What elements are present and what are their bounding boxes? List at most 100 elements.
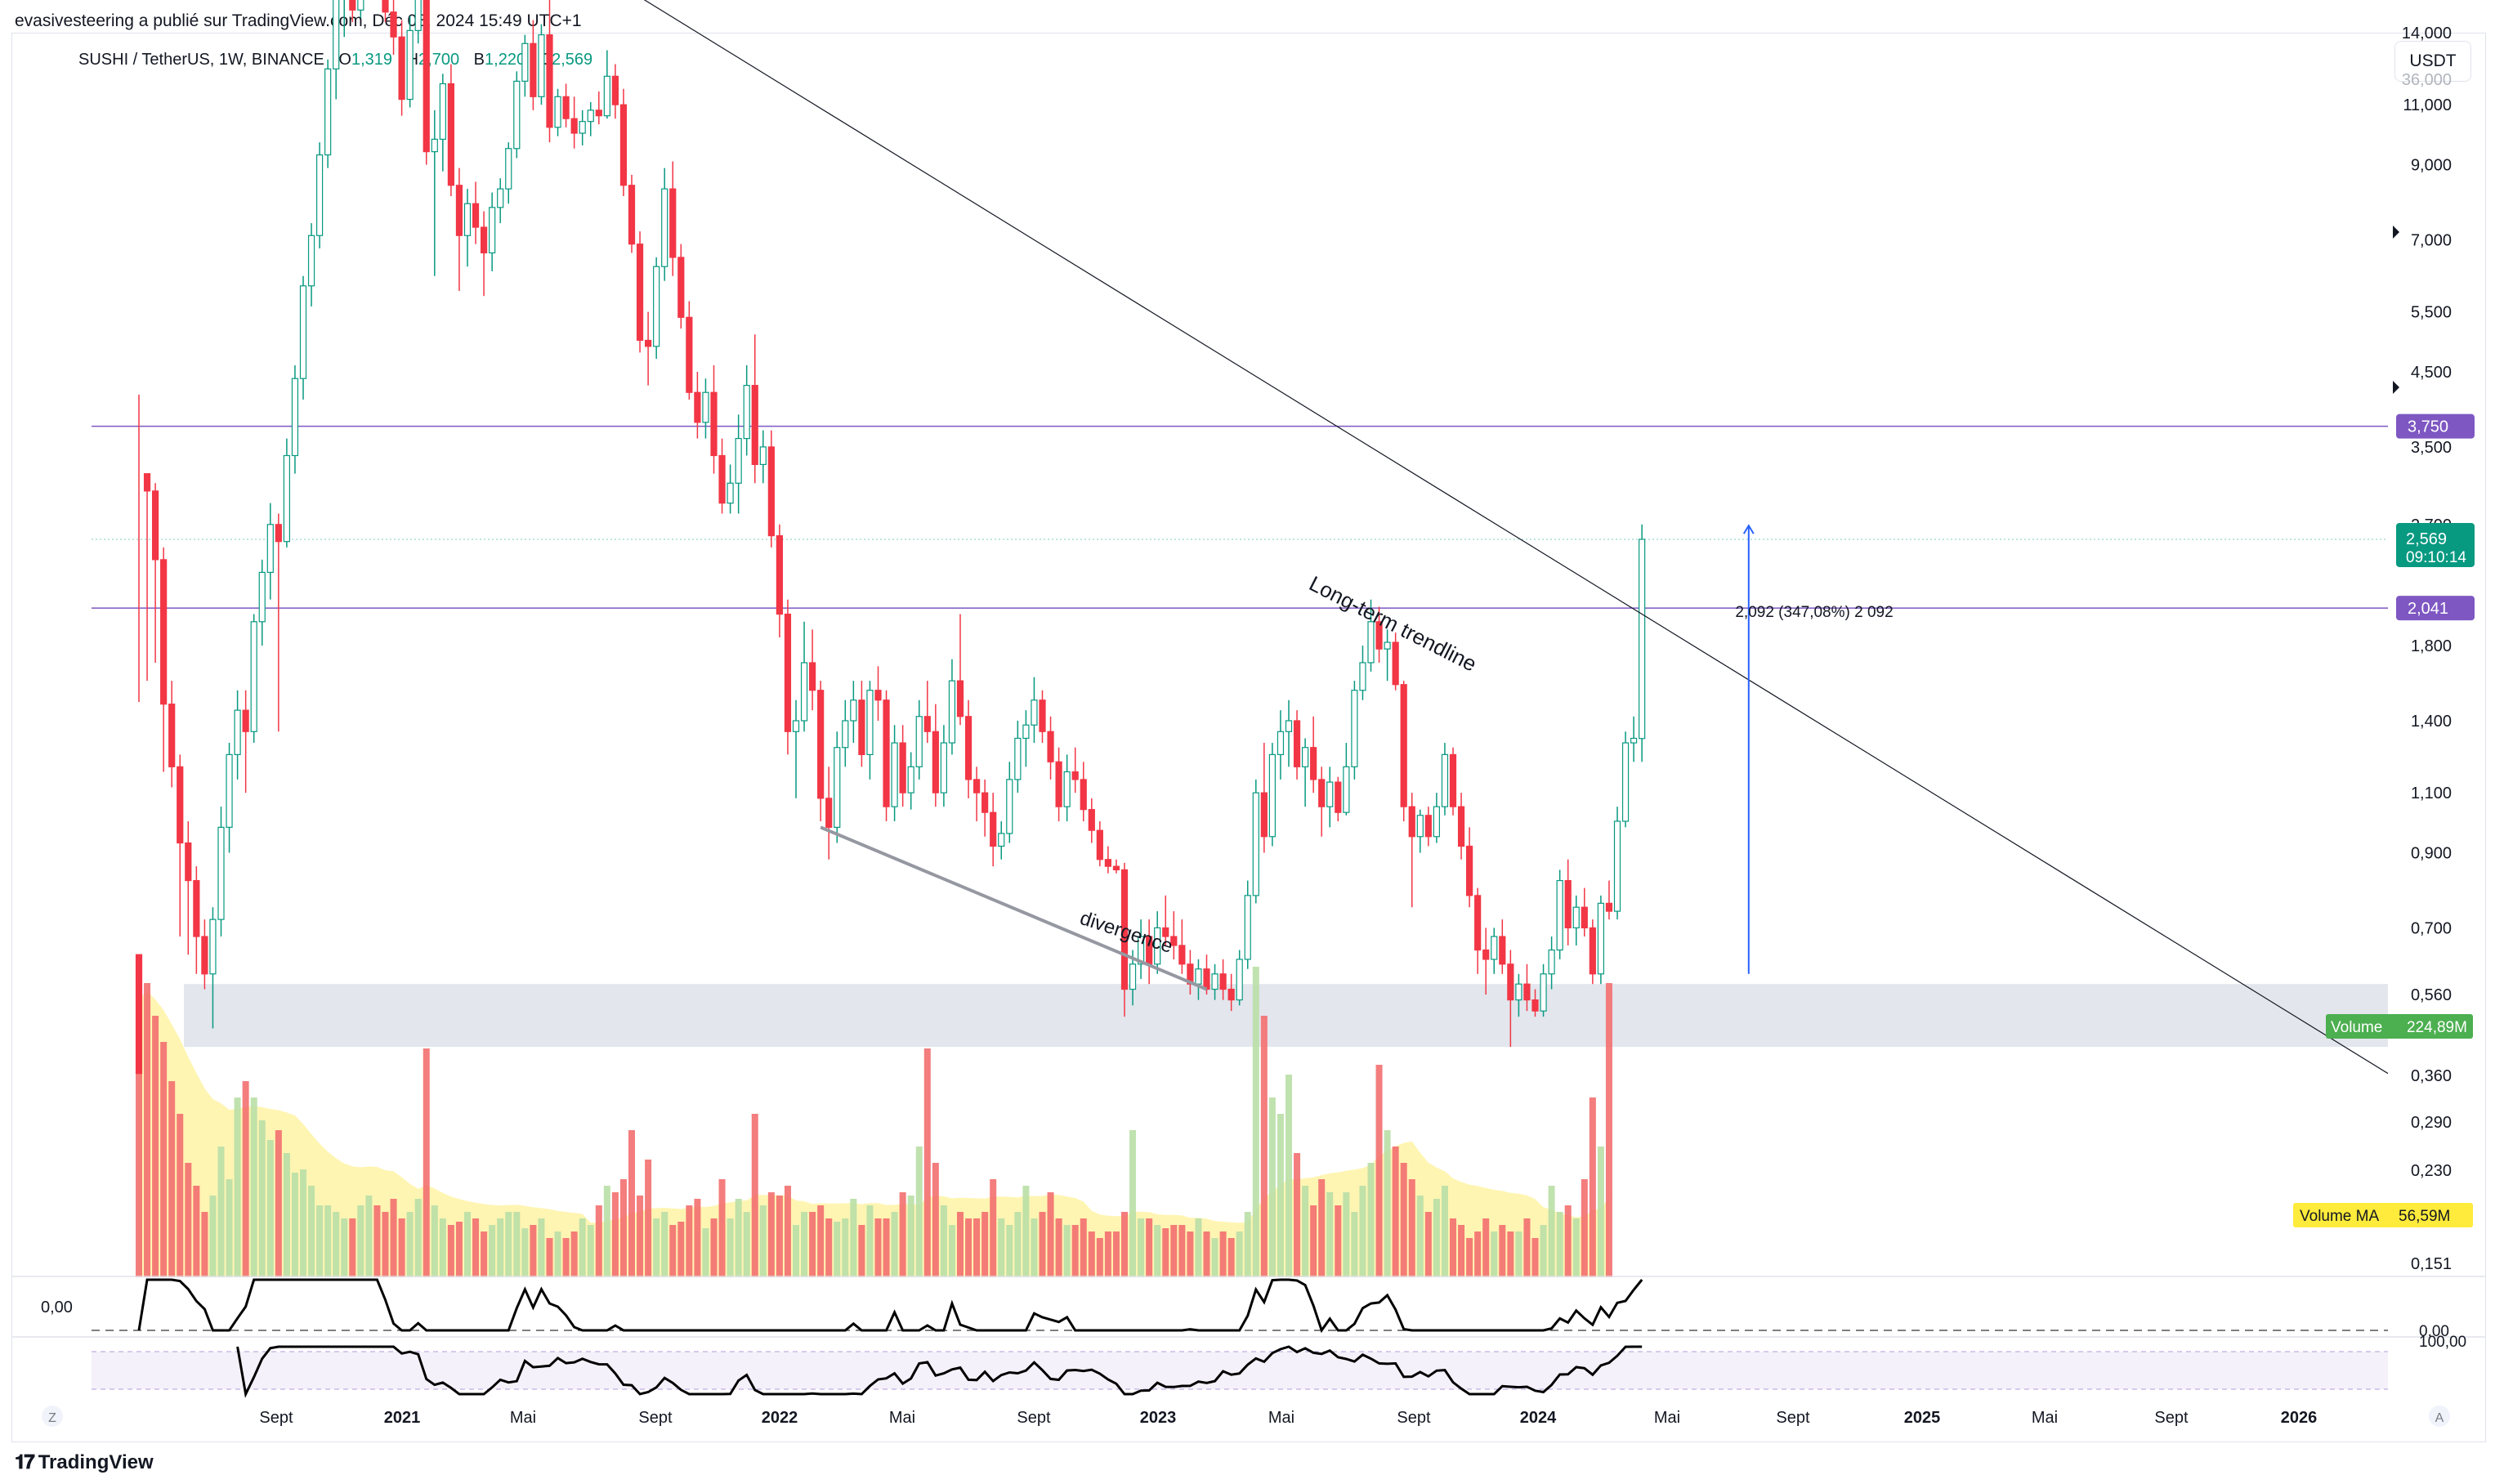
candle: [1170, 911, 1178, 959]
candle-body: [579, 121, 586, 134]
candle-body: [587, 110, 594, 123]
volume-bar: [481, 1231, 488, 1277]
candle: [1392, 632, 1399, 691]
volume-bar: [373, 1205, 381, 1277]
candle-body: [595, 110, 602, 117]
candle-body: [1384, 641, 1391, 650]
candle-body: [611, 75, 619, 105]
candle-body: [406, 29, 414, 101]
volume-bar: [414, 1199, 422, 1277]
candle: [1162, 895, 1169, 945]
candle: [727, 464, 734, 514]
candle: [710, 364, 718, 474]
candle: [702, 378, 709, 439]
candle-body: [160, 559, 168, 705]
candle: [570, 96, 578, 149]
candle-body: [505, 148, 512, 190]
candle-body: [915, 716, 923, 767]
volume-bar: [1408, 1179, 1415, 1277]
candle-body: [316, 154, 324, 236]
candle: [1531, 989, 1539, 1017]
volume-bar: [1375, 1065, 1383, 1277]
volume-bar: [521, 1228, 529, 1277]
candle-body: [135, 954, 143, 1075]
volume-bar: [710, 1218, 718, 1277]
volume-bar: [234, 1097, 241, 1277]
candle: [333, 0, 340, 100]
volume-bar: [1515, 1231, 1522, 1277]
measure-label: 2,092 (347,08%) 2 092: [1735, 604, 1893, 621]
candle-body: [1564, 879, 1572, 929]
candle-body: [1597, 902, 1605, 975]
auto-scale-button[interactable]: [2429, 1406, 2450, 1427]
volume-bar: [718, 1179, 726, 1277]
volume-bar: [1178, 1225, 1186, 1277]
candle: [653, 257, 660, 360]
candle-body: [1515, 983, 1522, 1001]
candle-body: [1351, 690, 1358, 767]
y-tick-label: 0,360: [2411, 1067, 2452, 1085]
y-tick-label: 0,290: [2411, 1114, 2452, 1132]
volume-bar: [1227, 1238, 1235, 1277]
candle: [923, 681, 931, 744]
candle: [1178, 919, 1186, 974]
x-tick-label: Sept: [638, 1409, 673, 1427]
candle-body: [1236, 959, 1243, 1001]
candle: [1375, 606, 1383, 663]
candle-body: [513, 80, 521, 150]
candle-body: [423, 0, 430, 153]
volume-bar: [185, 1163, 192, 1277]
candle-body: [1129, 963, 1137, 990]
candle: [1031, 677, 1038, 744]
candle-body: [489, 207, 496, 254]
candle: [940, 725, 948, 807]
candle-body: [201, 936, 208, 975]
candle-body: [1433, 806, 1441, 838]
candle: [1400, 681, 1407, 821]
symbol-name[interactable]: SUSHI / TetherUS, 1W, BINANCE: [78, 51, 324, 69]
candle-body: [226, 753, 233, 828]
candle: [431, 110, 438, 276]
candle: [735, 414, 742, 514]
scale-marker-icon: [2393, 226, 2399, 239]
volume-bar: [1433, 1199, 1440, 1277]
volume-bar: [587, 1225, 594, 1277]
volume-bar: [472, 1218, 480, 1277]
candle: [1219, 959, 1227, 1000]
candle: [209, 907, 217, 1029]
candle-body: [382, 0, 389, 13]
candle: [767, 430, 775, 548]
candle: [817, 681, 825, 821]
candle-body: [217, 826, 225, 920]
candle-body: [1335, 781, 1342, 813]
candle: [472, 181, 480, 244]
volume-bar: [538, 1218, 545, 1277]
volume-bar: [160, 1042, 168, 1277]
currency-button[interactable]: USDT: [2394, 41, 2471, 82]
volume-bar: [1326, 1192, 1334, 1277]
zoom-button[interactable]: [42, 1406, 63, 1427]
volume-bar: [1260, 1016, 1268, 1277]
candle: [1482, 928, 1490, 995]
candle: [283, 438, 290, 548]
x-tick-label: Sept: [2154, 1409, 2189, 1427]
candle-body: [538, 34, 545, 97]
candle: [357, 0, 364, 19]
candle: [266, 503, 274, 600]
x-tick-label: Mai: [510, 1409, 536, 1427]
volume-bar: [1540, 1225, 1547, 1277]
volume-bar: [1482, 1218, 1490, 1277]
volume-bar: [497, 1218, 504, 1277]
volume-bar: [973, 1218, 981, 1277]
y-tick-label: 14,000: [2402, 25, 2452, 42]
y-tick-label: 0,900: [2411, 845, 2452, 863]
candle-body: [1014, 737, 1022, 780]
y-tick-label: 0,230: [2411, 1162, 2452, 1180]
candle: [1589, 919, 1596, 985]
candle-body: [480, 226, 488, 254]
candle-body: [907, 766, 914, 793]
footer-brand: TradingView: [38, 1451, 154, 1473]
candle-body: [1326, 781, 1334, 807]
candle: [414, 0, 422, 44]
